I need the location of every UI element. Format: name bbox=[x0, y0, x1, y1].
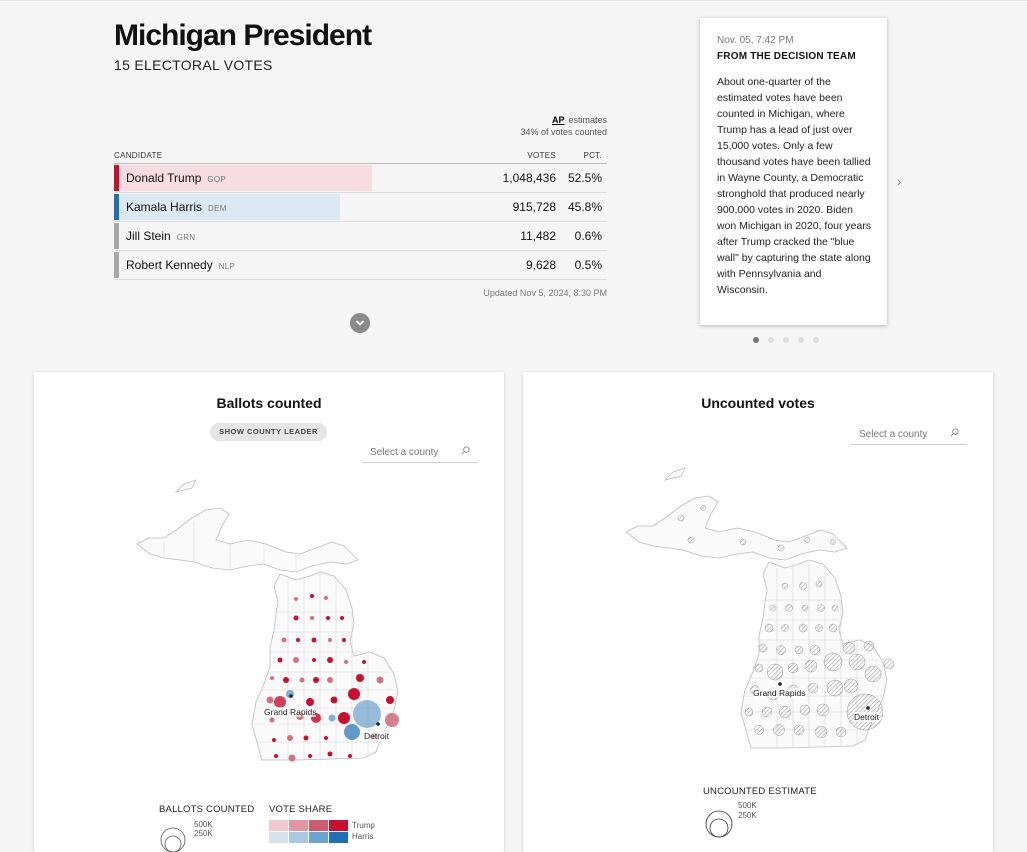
bubble-size-legend bbox=[160, 827, 186, 852]
vote-pct: 0.6% bbox=[574, 229, 602, 243]
candidate-name: Kamala Harris bbox=[126, 200, 203, 214]
party-accent bbox=[114, 194, 119, 220]
carousel-dot[interactable] bbox=[753, 337, 759, 343]
michigan-ballots-map bbox=[136, 479, 399, 762]
party-label: NLP bbox=[218, 262, 236, 271]
electoral-votes: 15 ELECTORAL VOTES bbox=[114, 57, 273, 73]
county-bubbles bbox=[266, 594, 399, 762]
vote-count: 9,628 bbox=[525, 258, 556, 272]
estimates-label: estimates bbox=[568, 115, 607, 125]
search-icon bbox=[950, 428, 959, 437]
card-next-button[interactable]: › bbox=[897, 174, 902, 189]
size-250k: 250K bbox=[738, 811, 757, 820]
carousel-dots bbox=[753, 330, 828, 348]
vote-pct: 52.5% bbox=[567, 171, 602, 185]
table-header: CANDIDATE VOTES PCT. bbox=[114, 150, 607, 164]
search-icon bbox=[461, 446, 470, 455]
candidate-row-kennedy[interactable]: Robert Kennedy NLP 9,628 0.5% bbox=[114, 251, 607, 280]
michigan-uncounted-map bbox=[625, 467, 895, 749]
city-label-detroit: Detroit bbox=[364, 731, 390, 741]
party-accent bbox=[114, 165, 119, 191]
vote-bar bbox=[114, 194, 340, 220]
share-trump-label: Trump bbox=[352, 821, 375, 830]
party-label: GOP bbox=[207, 175, 227, 184]
candidate-name: Robert Kennedy bbox=[126, 258, 213, 272]
carousel-dot[interactable] bbox=[768, 337, 774, 343]
size-250k: 250K bbox=[194, 829, 213, 838]
county-grid bbox=[743, 562, 885, 748]
uncounted-votes-panel: Uncounted votes bbox=[523, 372, 993, 852]
card-heading: FROM THE DECISION TEAM bbox=[717, 51, 856, 62]
candidate-name: Donald Trump bbox=[126, 171, 202, 185]
updated-timestamp: Updated Nov 5, 2024, 8:30 PM bbox=[483, 288, 607, 298]
vote-count: 1,048,436 bbox=[502, 171, 556, 185]
size-500k: 500K bbox=[738, 801, 757, 810]
top-border bbox=[0, 0, 1027, 1]
legend-vote-share: VOTE SHARE bbox=[269, 804, 333, 815]
card-timestamp: Nov. 05, 7:42 PM bbox=[717, 35, 794, 46]
votes-header: VOTES bbox=[527, 151, 556, 160]
ap-estimate: AP estimates 34% of votes counted bbox=[520, 114, 607, 138]
vote-pct: 45.8% bbox=[567, 200, 602, 214]
show-county-leader-button[interactable]: SHOW COUNTY LEADER bbox=[210, 423, 327, 441]
legend-ballots-counted: BALLOTS COUNTED bbox=[159, 804, 255, 815]
chevron-down-icon bbox=[355, 320, 365, 326]
candidate-row-harris[interactable]: Kamala Harris DEM 915,728 45.8% bbox=[114, 193, 607, 222]
county-search-input[interactable] bbox=[362, 443, 464, 458]
party-accent bbox=[114, 223, 119, 249]
carousel-dot[interactable] bbox=[813, 337, 819, 343]
vote-count: 11,482 bbox=[520, 229, 556, 243]
party-label: DEM bbox=[208, 204, 227, 213]
carousel-dot[interactable] bbox=[783, 337, 789, 343]
card-body: About one-quarter of the estimated votes… bbox=[717, 76, 872, 296]
carousel-dot[interactable] bbox=[798, 337, 804, 343]
expand-button[interactable] bbox=[350, 313, 370, 333]
vote-bar bbox=[114, 165, 372, 191]
candidate-header: CANDIDATE bbox=[114, 151, 163, 160]
candidate-name: Jill Stein bbox=[126, 229, 171, 243]
party-label: GRN bbox=[176, 233, 196, 242]
legend-uncounted-estimate: UNCOUNTED ESTIMATE bbox=[703, 786, 817, 797]
city-label-grand-rapids: Grand Rapids bbox=[264, 707, 317, 717]
party-accent bbox=[114, 252, 119, 278]
uncounted-size-legend bbox=[705, 810, 733, 838]
results-table: CANDIDATE VOTES PCT. Donald Trump GOP 1,0… bbox=[114, 150, 607, 280]
candidate-row-stein[interactable]: Jill Stein GRN 11,482 0.6% bbox=[114, 222, 607, 251]
county-search bbox=[362, 442, 478, 463]
ap-logo: AP bbox=[551, 115, 565, 125]
county-search bbox=[851, 424, 967, 445]
county-search-input[interactable] bbox=[851, 425, 953, 440]
page-title: Michigan President bbox=[114, 19, 372, 52]
panel-title: Uncounted votes bbox=[701, 395, 815, 411]
vote-pct: 0.5% bbox=[574, 258, 602, 272]
candidate-row-trump[interactable]: Donald Trump GOP 1,048,436 52.5% bbox=[114, 164, 607, 193]
ballots-counted-panel: Ballots counted SHOW COUNTY LEADER G bbox=[34, 372, 504, 852]
city-label-grand-rapids: Grand Rapids bbox=[753, 688, 806, 698]
pct-header: PCT. bbox=[583, 151, 602, 160]
share-harris-label: Harris bbox=[352, 832, 374, 841]
vote-count: 915,728 bbox=[512, 200, 556, 214]
panel-title: Ballots counted bbox=[216, 395, 322, 411]
size-500k: 500K bbox=[194, 820, 213, 829]
decision-card: Nov. 05, 7:42 PM FROM THE DECISION TEAM … bbox=[700, 18, 887, 325]
city-label-detroit: Detroit bbox=[854, 712, 880, 722]
votes-counted: 34% of votes counted bbox=[520, 127, 607, 137]
